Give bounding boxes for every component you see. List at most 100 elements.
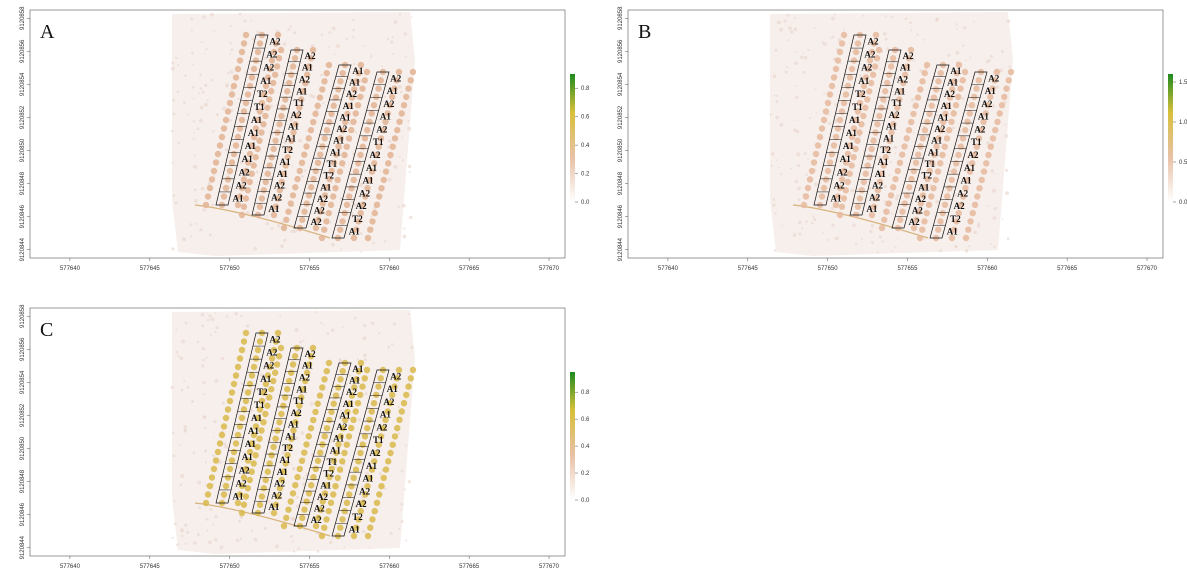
background-speck [238,465,242,469]
canopy [354,102,362,109]
canopy [953,69,960,77]
background-speck [1005,191,1009,195]
background-speck [300,391,304,395]
canopy [220,423,228,430]
background-speck [796,119,799,121]
plot-label: T2 [880,145,891,155]
canopy [373,93,380,101]
canopy [919,78,926,85]
canopy [234,133,242,141]
background-speck [318,142,321,145]
background-speck [410,16,413,19]
canopy [234,201,242,209]
plot-label: A1 [950,66,961,76]
background-speck [378,472,382,476]
canopy [878,104,885,111]
background-speck [884,37,888,41]
canopy [236,423,244,430]
background-speck [323,170,326,173]
canopy [323,367,330,375]
canopy [254,443,261,451]
canopy [305,135,312,142]
plot-label: A2 [269,335,280,345]
plot-label: A1 [340,112,351,122]
canopy [919,135,926,142]
background-speck [884,15,887,18]
background-speck [990,169,994,173]
plot-label: A2 [271,192,282,202]
background-speck [199,118,203,123]
background-speck [909,21,913,25]
canopy [290,427,297,434]
background-speck [176,90,180,93]
plot-label: A2 [236,478,247,488]
background-speck [206,529,209,532]
background-speck [291,540,294,543]
canopy [318,532,326,540]
canopy [872,31,880,39]
canopy [214,150,222,158]
canopy [375,441,382,448]
background-speck [240,161,244,165]
canopy [820,184,828,192]
background-speck [769,113,772,116]
canopy [268,452,275,459]
background-speck [239,537,243,541]
background-speck [338,359,343,364]
canopy [824,99,832,107]
plot-label: A1 [248,128,259,138]
plot-label: T2 [282,443,293,453]
canopy [375,143,382,150]
background-speck [404,444,407,447]
plot-label: A1 [883,133,894,143]
background-speck [230,109,234,112]
background-speck [240,314,243,318]
plot-label: A2 [370,448,381,458]
background-speck [893,101,896,104]
canopy [951,78,958,85]
plot-label: A1 [964,163,975,173]
canopy [844,178,851,186]
background-speck [404,55,407,58]
background-speck [955,233,958,236]
background-speck [256,30,261,35]
background-speck [201,90,205,94]
canopy [950,168,958,175]
background-speck [208,314,212,318]
canopy [917,200,924,207]
background-speck [403,488,406,491]
colorbar-tick-label: 0.4 [581,143,590,149]
canopy [368,110,375,117]
canopy [353,524,360,531]
canopy [309,46,317,54]
canopy [326,118,333,126]
canopy [953,218,960,225]
canopy [901,200,908,207]
canopy [871,63,879,70]
canopy [873,55,881,62]
y-tick-label: 9120844 [20,535,26,559]
background-speck [876,250,879,253]
background-speck [286,28,289,31]
canopy [337,135,344,142]
background-speck [400,508,403,511]
plot-label: A2 [383,99,394,109]
x-tick-label: 577655 [299,564,320,570]
canopy [327,201,335,208]
plot-label: A2 [897,74,908,84]
background-speck [328,137,331,140]
canopy [248,468,255,475]
background-speck [788,26,792,30]
background-speck [356,358,360,361]
background-speck [297,88,300,91]
canopy [830,142,838,149]
colorbar-tick-label: 1.0 [1179,120,1187,126]
canopy [846,74,854,81]
background-speck [805,173,808,176]
background-speck [796,164,800,168]
canopy [389,391,396,399]
plot-label: A1 [233,193,244,203]
canopy [305,433,312,440]
background-speck [281,450,286,455]
canopy [250,363,258,371]
